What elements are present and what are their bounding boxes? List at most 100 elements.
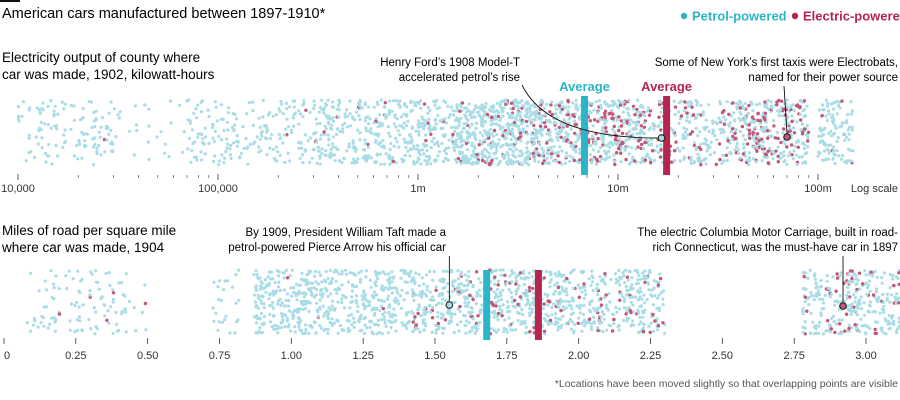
petrol-car-point — [544, 270, 548, 274]
petrol-car-point — [592, 108, 596, 112]
petrol-car-point — [167, 155, 171, 159]
petrol-car-point — [210, 125, 214, 130]
petrol-car-point — [474, 161, 478, 165]
petrol-car-point — [52, 112, 56, 116]
petrol-car-point — [351, 271, 355, 275]
petrol-car-point — [516, 310, 520, 315]
petrol-car-point — [781, 154, 785, 158]
petrol-car-point — [502, 330, 506, 334]
petrol-car-point — [498, 268, 502, 272]
petrol-car-point — [565, 293, 569, 297]
petrol-car-point — [623, 148, 627, 152]
electric-car-point — [673, 149, 677, 153]
petrol-car-point — [829, 316, 834, 321]
petrol-car-point — [186, 118, 190, 122]
electric-car-point — [643, 280, 647, 284]
petrol-car-point — [272, 327, 276, 331]
petrol-car-point — [301, 161, 305, 165]
petrol-car-point — [622, 104, 626, 108]
petrol-car-point — [530, 275, 534, 279]
petrol-car-point — [466, 118, 470, 122]
legend-petrol-swatch — [680, 12, 688, 20]
petrol-car-point — [801, 325, 805, 329]
petrol-car-point — [410, 108, 414, 112]
petrol-car-point — [793, 144, 797, 148]
petrol-car-point — [376, 318, 380, 323]
petrol-car-point — [498, 105, 502, 109]
petrol-car-point — [317, 110, 321, 114]
petrol-car-point — [819, 278, 823, 283]
petrol-car-point — [372, 313, 377, 317]
petrol-car-point — [304, 278, 308, 282]
petrol-car-point — [128, 299, 132, 303]
petrol-car-point — [348, 271, 352, 275]
petrol-car-point — [508, 324, 512, 328]
petrol-car-point — [616, 106, 621, 110]
petrol-car-point — [818, 320, 822, 325]
petrol-car-point — [512, 145, 516, 149]
petrol-car-point — [527, 154, 531, 158]
petrol-car-point — [868, 300, 873, 304]
axis-tick-label: 1.25 — [352, 350, 373, 362]
petrol-car-point — [477, 105, 482, 110]
petrol-car-point — [799, 99, 803, 103]
electric-car-point — [683, 106, 688, 110]
petrol-car-point — [455, 106, 459, 110]
petrol-car-point — [616, 324, 620, 329]
petrol-car-point — [350, 289, 355, 293]
electric-car-point — [805, 309, 809, 313]
petrol-car-point — [514, 328, 518, 332]
electric-car-point — [776, 154, 780, 158]
petrol-car-point — [733, 148, 737, 152]
electric-car-point — [596, 328, 600, 333]
petrol-car-point — [397, 145, 401, 149]
petrol-car-point — [496, 142, 500, 146]
petrol-car-point — [381, 312, 385, 316]
petrol-car-point — [559, 111, 563, 115]
electric-car-point — [757, 139, 761, 143]
electric-car-point — [629, 310, 633, 315]
petrol-car-point — [219, 103, 223, 107]
petrol-car-point — [448, 113, 452, 117]
petrol-car-point — [785, 162, 789, 166]
petrol-car-point — [831, 145, 836, 149]
petrol-car-point — [271, 147, 275, 152]
petrol-car-point — [810, 294, 814, 298]
petrol-car-point — [735, 145, 739, 149]
petrol-car-point — [825, 118, 830, 122]
electric-car-point — [718, 157, 722, 162]
electric-car-point — [741, 152, 746, 156]
petrol-car-point — [597, 298, 601, 302]
petrol-car-point — [525, 290, 529, 294]
petrol-car-point — [322, 111, 326, 115]
petrol-car-point — [324, 149, 328, 153]
petrol-car-point — [850, 159, 854, 163]
petrol-car-point — [470, 141, 474, 145]
petrol-car-point — [244, 136, 248, 141]
petrol-car-point — [475, 121, 479, 125]
petrol-car-point — [398, 294, 402, 298]
petrol-car-point — [330, 277, 334, 281]
petrol-car-point — [42, 324, 46, 328]
petrol-car-point — [548, 280, 552, 285]
petrol-car-point — [776, 145, 780, 149]
petrol-car-point — [847, 290, 851, 294]
petrol-car-point — [399, 276, 403, 280]
electric-car-point — [775, 100, 779, 104]
petrol-car-point — [878, 311, 882, 315]
petrol-car-point — [391, 99, 395, 103]
petrol-car-point — [124, 330, 128, 334]
petrol-car-point — [528, 311, 532, 315]
electric-car-point — [619, 151, 623, 155]
petrol-car-point — [318, 137, 322, 141]
petrol-car-point — [423, 144, 427, 148]
petrol-car-point — [896, 276, 900, 281]
petrol-car-point — [521, 127, 525, 131]
petrol-car-point — [619, 292, 623, 296]
petrol-car-point — [425, 288, 429, 292]
petrol-car-point — [441, 269, 445, 273]
petrol-car-point — [298, 307, 302, 311]
petrol-car-point — [331, 299, 335, 303]
petrol-car-point — [558, 301, 562, 305]
petrol-car-point — [836, 300, 840, 304]
